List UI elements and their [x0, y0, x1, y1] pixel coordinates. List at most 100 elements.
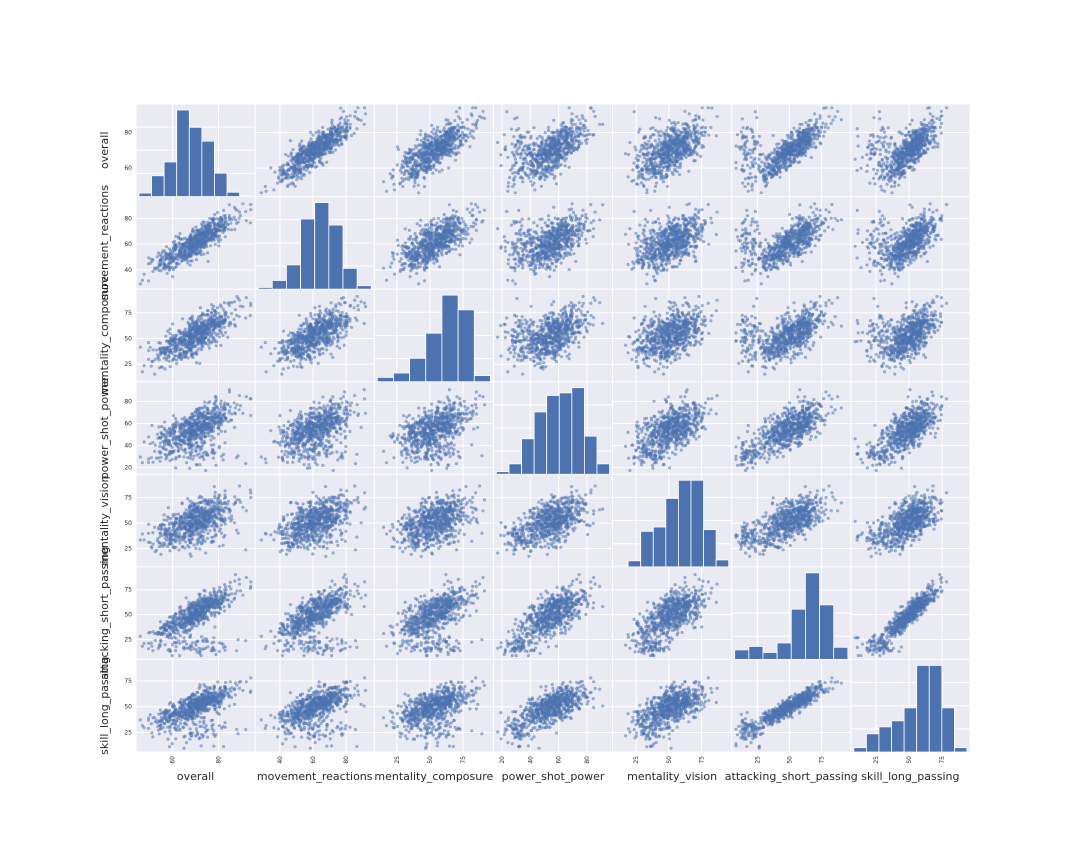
data-point: [325, 134, 329, 138]
data-point: [561, 148, 565, 153]
data-point: [666, 125, 670, 129]
data-point: [207, 232, 211, 236]
data-point: [451, 133, 455, 138]
data-point: [471, 129, 475, 133]
data-point: [746, 189, 750, 193]
data-point: [447, 134, 452, 138]
data-point: [797, 131, 802, 135]
data-point: [512, 135, 516, 139]
data-point: [710, 106, 714, 110]
data-point: [636, 158, 640, 163]
data-point: [519, 140, 523, 144]
data-point: [694, 114, 698, 118]
data-point: [869, 152, 873, 156]
data-point: [824, 122, 828, 126]
data-point: [648, 157, 652, 161]
data-point: [676, 155, 680, 159]
data-point: [311, 152, 315, 157]
data-point: [770, 164, 775, 168]
data-point: [662, 131, 666, 135]
data-point: [280, 178, 284, 182]
data-point: [783, 148, 787, 153]
data-point: [661, 180, 666, 184]
data-point: [431, 171, 435, 175]
data-point: [215, 227, 219, 231]
data-point: [570, 112, 574, 116]
data-point: [798, 122, 802, 126]
data-point: [639, 147, 644, 151]
data-point: [885, 182, 889, 186]
data-point: [305, 164, 309, 168]
data-point: [521, 165, 526, 169]
data-point: [669, 152, 673, 157]
data-point: [401, 184, 405, 189]
data-point: [792, 157, 796, 161]
data-point: [413, 181, 417, 185]
data-point: [910, 146, 914, 150]
data-point: [868, 181, 872, 185]
data-point: [667, 163, 671, 167]
data-point: [867, 139, 872, 143]
data-point: [499, 153, 503, 157]
data-point: [332, 138, 336, 142]
data-point: [740, 136, 745, 140]
data-point: [319, 141, 323, 145]
scatter-points: [382, 106, 487, 195]
data-point: [679, 139, 683, 143]
data-point: [753, 161, 758, 165]
data-point: [249, 208, 253, 212]
data-point: [676, 121, 680, 125]
data-point: [767, 170, 771, 174]
data-point: [158, 259, 162, 263]
data-point: [222, 214, 226, 218]
data-point: [416, 154, 420, 158]
data-point: [458, 134, 462, 138]
data-point: [283, 176, 287, 180]
data-point: [929, 134, 933, 138]
data-point: [750, 188, 754, 192]
data-point: [293, 174, 297, 178]
data-point: [313, 165, 317, 169]
data-point: [223, 235, 227, 239]
data-point: [818, 116, 822, 120]
data-point: [288, 139, 292, 143]
data-point: [411, 165, 415, 169]
data-point: [734, 166, 738, 170]
data-point: [291, 148, 295, 152]
data-point: [543, 178, 547, 182]
data-point: [459, 126, 463, 130]
data-point: [531, 175, 536, 179]
data-point: [637, 130, 641, 134]
data-point: [749, 155, 753, 159]
data-point: [164, 245, 169, 249]
data-point: [382, 180, 386, 184]
data-point: [346, 119, 350, 123]
data-point: [518, 134, 522, 138]
data-point: [183, 236, 187, 240]
data-point: [653, 160, 657, 165]
data-point: [628, 140, 632, 145]
data-point: [345, 134, 349, 138]
data-point: [343, 118, 347, 122]
data-point: [555, 138, 560, 142]
data-point: [232, 205, 237, 209]
data-point: [904, 126, 908, 130]
data-point: [869, 156, 873, 160]
data-point: [664, 175, 669, 179]
data-point: [692, 159, 696, 163]
data-point: [893, 181, 897, 185]
data-point: [499, 164, 503, 168]
histogram-bar: [201, 140, 215, 197]
data-point: [784, 155, 788, 159]
data-point: [459, 142, 463, 146]
data-point: [300, 139, 304, 143]
data-point: [938, 118, 942, 122]
data-point: [664, 129, 669, 133]
data-point: [468, 131, 472, 135]
data-point: [855, 168, 859, 172]
data-point: [402, 165, 406, 169]
data-point: [158, 253, 162, 257]
data-point: [430, 137, 434, 141]
data-point: [432, 157, 436, 161]
data-point: [814, 134, 818, 138]
